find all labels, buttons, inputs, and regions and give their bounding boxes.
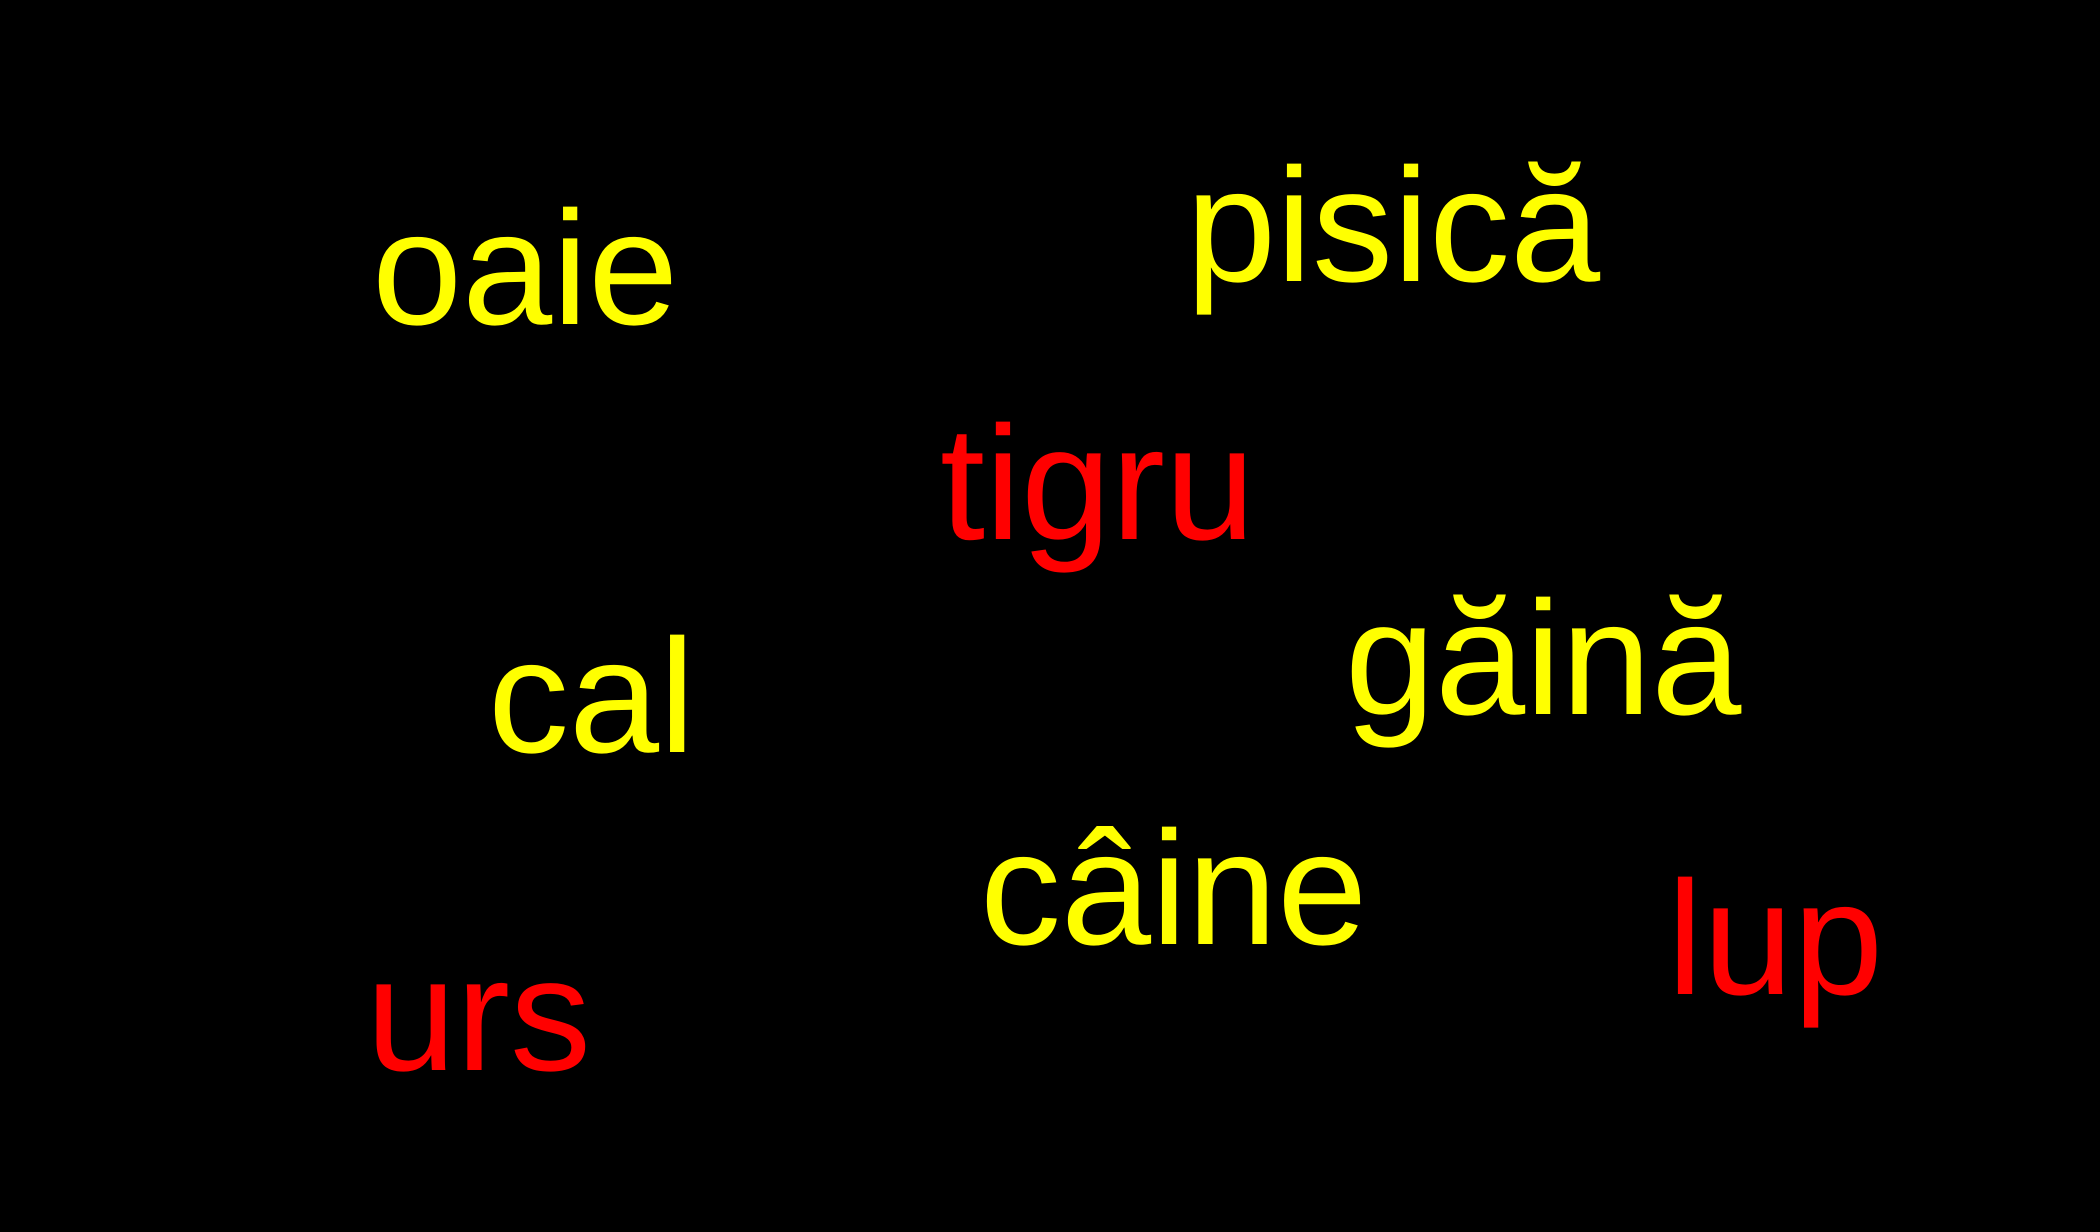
word-oaie: oaie: [372, 178, 679, 359]
word-urs: urs: [366, 924, 592, 1105]
word-pisica: pisică: [1186, 135, 1601, 316]
word-gaina: găină: [1345, 568, 1742, 749]
word-cal: cal: [488, 606, 696, 787]
word-tigru: tigru: [940, 393, 1256, 574]
word-caine: câine: [980, 798, 1368, 979]
word-lup: lup: [1667, 848, 1884, 1029]
